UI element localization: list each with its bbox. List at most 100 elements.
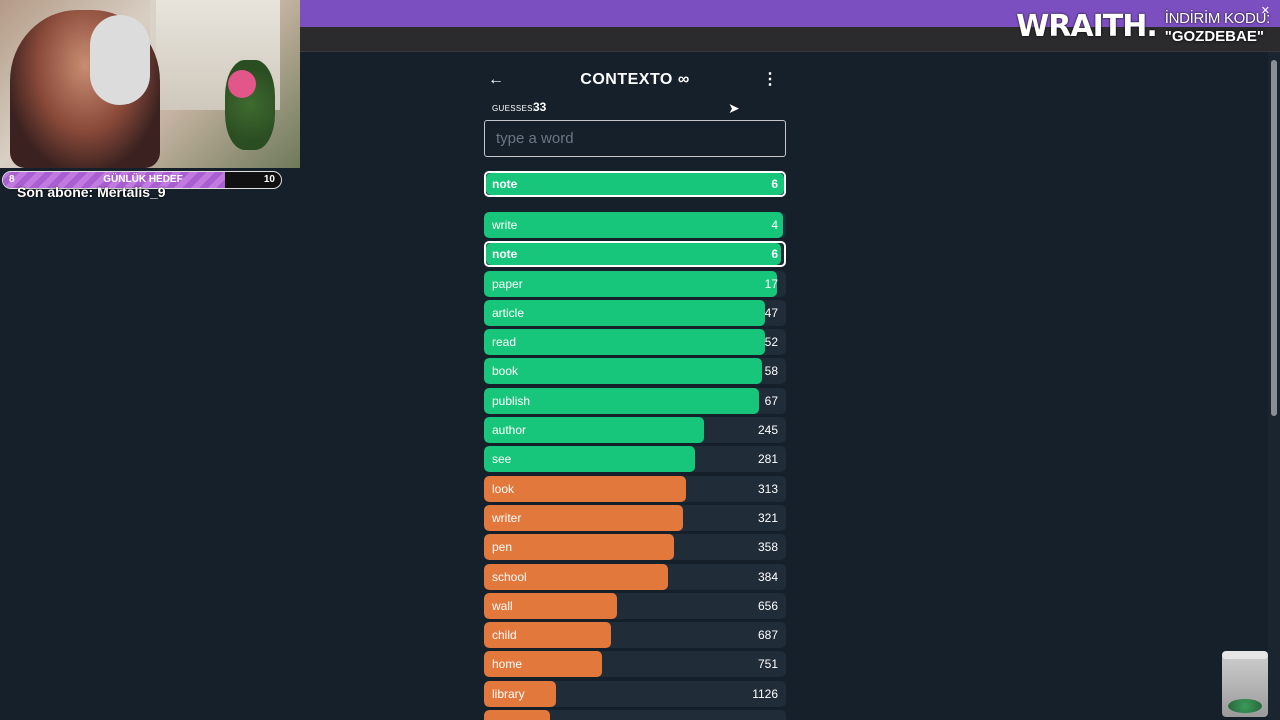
- guess-row: author 245: [484, 417, 786, 444]
- guess-rank: 52: [764, 335, 778, 350]
- goal-target: 10: [263, 174, 275, 185]
- guess-row: paper 17: [484, 270, 786, 297]
- last-guess-rank: 6: [771, 177, 778, 191]
- guess-word: child: [492, 628, 517, 643]
- guess-rank: 47: [764, 305, 778, 320]
- guess-row: pen 358: [484, 534, 786, 561]
- guess-counter: GUESSES: 33: [484, 96, 786, 120]
- guess-word: school: [492, 569, 527, 584]
- guess-rank: 384: [757, 569, 778, 584]
- guess-word: article: [492, 305, 525, 320]
- guess-row: writer 321: [484, 504, 786, 531]
- guess-word: note: [492, 247, 518, 262]
- guess-word: writer: [492, 510, 522, 525]
- headset-icon: [90, 15, 150, 105]
- guess-list: write 4 note 6 paper 17 article 47 read 52 book 58 p…: [484, 212, 786, 720]
- guess-bar: [484, 329, 765, 356]
- goal-progress-fill: [3, 172, 226, 188]
- guess-row: write 4: [484, 212, 786, 238]
- word-input[interactable]: [484, 120, 786, 157]
- guess-bar: [484, 475, 687, 502]
- sponsor-promo: WRAITH. İNDİRİM KODU: "GOZDEBAE": [1016, 10, 1270, 50]
- guess-row: article 47: [484, 299, 786, 326]
- guess-rank: 1126: [752, 686, 778, 701]
- goal-current: 8: [9, 174, 15, 185]
- guess-rank: 751: [757, 657, 778, 672]
- trash-bin-overlay: [1222, 651, 1268, 717]
- guess-word: write: [492, 218, 518, 232]
- trash-plant: [1228, 699, 1262, 713]
- guess-row: wall 656: [484, 592, 786, 619]
- guess-row: school 384: [484, 563, 786, 590]
- back-arrow-icon[interactable]: ←: [488, 71, 504, 88]
- guess-bar: [484, 212, 783, 238]
- guess-rank: 321: [757, 510, 778, 525]
- discount-label: İNDİRİM KODU:: [1164, 10, 1271, 27]
- guess-row: child 687: [484, 622, 786, 649]
- last-guess-word: note: [492, 177, 518, 191]
- contexto-panel: ← CONTEXTO ∞ ⋮ GUESSES: 33 note 6 write 4…: [484, 64, 786, 720]
- guess-rank: 4: [771, 218, 778, 232]
- guess-row: note 6: [484, 241, 786, 268]
- guess-word: paper: [492, 276, 523, 291]
- last-guess-row: note 6: [484, 171, 786, 197]
- guess-bar: [484, 534, 675, 561]
- guesses-label: GUESSES:: [492, 104, 536, 113]
- more-menu-icon[interactable]: ⋮: [762, 71, 778, 88]
- mouse-cursor: ➤: [728, 100, 740, 116]
- guess-rank: 313: [757, 481, 778, 496]
- guess-bar: [484, 622, 611, 649]
- guess-word: see: [492, 452, 512, 467]
- guess-bar: [484, 417, 705, 444]
- guess-word: library: [492, 686, 525, 701]
- guess-rank: 281: [757, 452, 778, 467]
- trash-lid: [1222, 651, 1268, 659]
- guess-row: [484, 710, 786, 720]
- game-title: CONTEXTO ∞: [580, 71, 690, 88]
- guess-bar: [484, 680, 557, 707]
- daily-goal-bar: 8 GÜNLÜK HEDEF 10: [2, 171, 282, 189]
- scrollbar-thumb[interactable]: [1271, 60, 1277, 416]
- guess-bar: [484, 504, 684, 531]
- guess-row: publish 67: [484, 387, 786, 414]
- guess-bar: [484, 299, 765, 326]
- guess-row: see 281: [484, 446, 786, 473]
- guess-bar: [484, 592, 617, 619]
- guess-row: library 1126: [484, 680, 786, 707]
- discount-code: "GOZDEBAE": [1164, 28, 1264, 45]
- guess-row: read 52: [484, 329, 786, 356]
- guess-bar: [484, 270, 777, 297]
- guess-word: author: [492, 423, 527, 438]
- guess-rank: 245: [757, 423, 778, 438]
- guess-rank: 58: [764, 364, 778, 379]
- webcam-flower: [228, 70, 256, 98]
- webcam-feed: [0, 0, 300, 168]
- close-icon[interactable]: ✕: [1260, 5, 1270, 17]
- guess-bar: [484, 651, 602, 678]
- game-header: ← CONTEXTO ∞ ⋮: [484, 64, 786, 96]
- guess-bar: [484, 710, 551, 720]
- guess-word: pen: [492, 540, 513, 555]
- guess-rank: 67: [764, 393, 778, 408]
- guess-word: publish: [492, 393, 531, 408]
- guess-word: home: [492, 657, 523, 672]
- guess-word: wall: [492, 598, 513, 613]
- guess-row: book 58: [484, 358, 786, 385]
- guess-row: look 313: [484, 475, 786, 502]
- guess-rank: 656: [757, 598, 778, 613]
- guess-rank: 6: [771, 247, 778, 262]
- guess-bar: [484, 563, 669, 590]
- guess-bar: [486, 243, 782, 266]
- guess-word: look: [492, 481, 515, 496]
- guess-row: home 751: [484, 651, 786, 678]
- guess-rank: 687: [757, 628, 778, 643]
- goal-label: GÜNLÜK HEDEF: [103, 174, 183, 185]
- guess-bar: [484, 446, 696, 473]
- guess-word: book: [492, 364, 519, 379]
- guess-rank: 358: [757, 540, 778, 555]
- guess-rank: 17: [764, 276, 778, 291]
- guesses-count: 33: [533, 100, 547, 114]
- last-subscriber-text: Son abone: Mertalis_9: [17, 184, 166, 200]
- sponsor-logo: WRAITH.: [1016, 9, 1158, 44]
- guess-bar: [484, 358, 762, 385]
